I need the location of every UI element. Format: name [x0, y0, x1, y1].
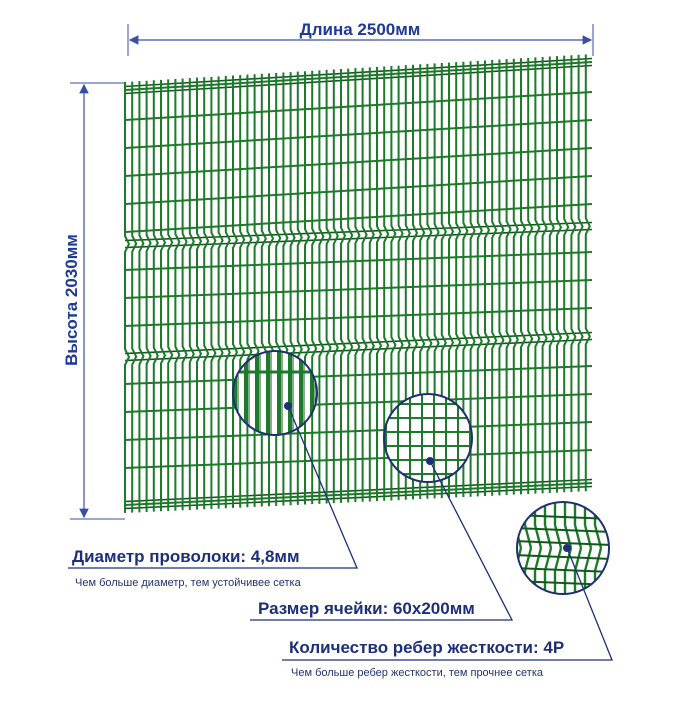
mesh-size-label: Размер ячейки: 60х200мм: [258, 599, 475, 618]
rib-detail-circle: [516, 501, 610, 595]
wire-diameter-note: Чем больше диаметр, тем устойчивее сетка: [75, 577, 301, 589]
length-dimension: [127, 24, 594, 56]
wire-diameter-label: Диаметр проволоки: 4,8мм: [72, 547, 300, 566]
height-dimension: [70, 82, 125, 520]
fence-panel: [124, 54, 593, 513]
ribs-note: Чем больше ребер жесткости, тем прочнее …: [291, 667, 543, 679]
mesh-detail-circle: [383, 393, 473, 483]
ribs-label: Количество ребер жесткости: 4Р: [289, 638, 565, 657]
length-label: Длина 2500мм: [299, 20, 421, 39]
height-label: Высота 2030мм: [62, 234, 81, 366]
leader-lines: [68, 405, 613, 661]
